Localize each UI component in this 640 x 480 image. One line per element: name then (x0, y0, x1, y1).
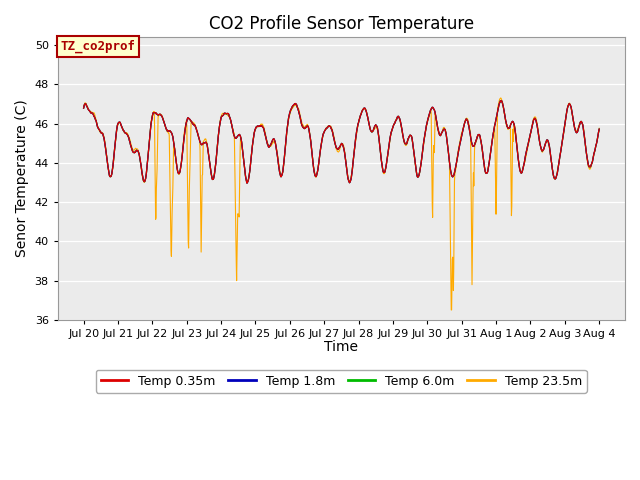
Y-axis label: Senor Temperature (C): Senor Temperature (C) (15, 100, 29, 257)
Title: CO2 Profile Sensor Temperature: CO2 Profile Sensor Temperature (209, 15, 474, 33)
X-axis label: Time: Time (324, 340, 358, 354)
Text: TZ_co2prof: TZ_co2prof (61, 40, 136, 53)
Legend: Temp 0.35m, Temp 1.8m, Temp 6.0m, Temp 23.5m: Temp 0.35m, Temp 1.8m, Temp 6.0m, Temp 2… (96, 370, 587, 393)
